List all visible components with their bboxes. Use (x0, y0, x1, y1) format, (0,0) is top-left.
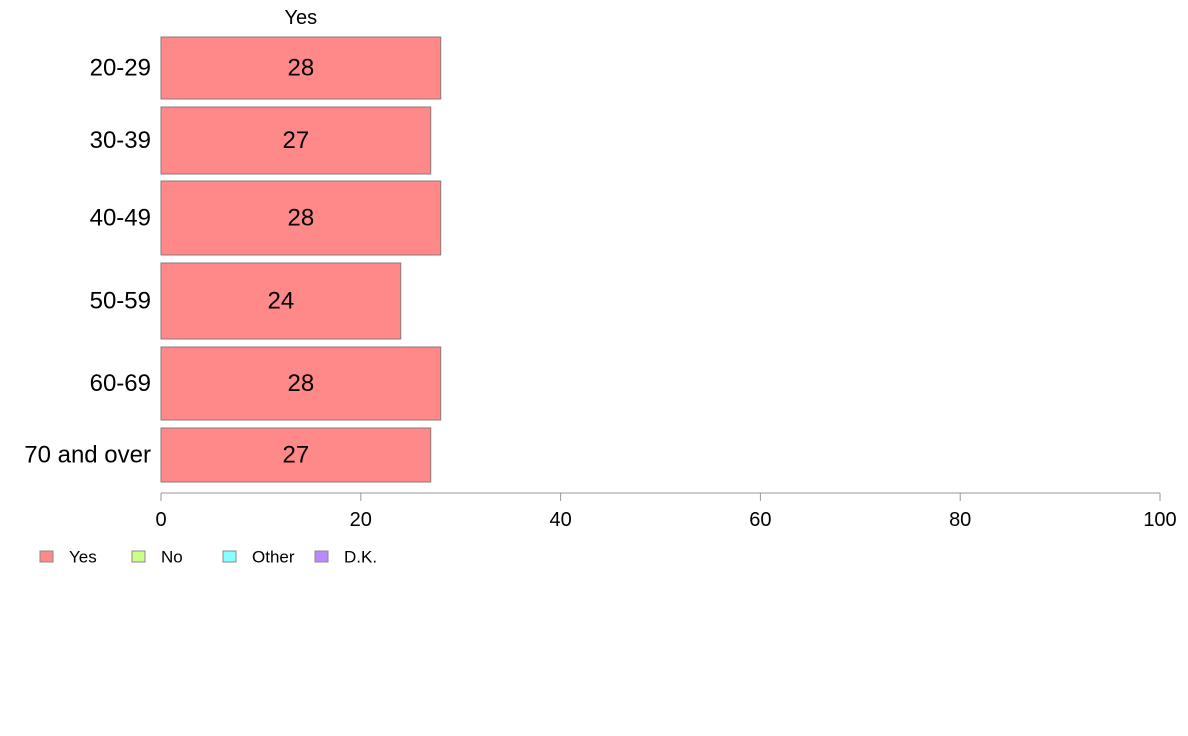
bar-value-label: 28 (288, 55, 315, 82)
bar-segment (160, 106, 432, 175)
legend-label: Yes (69, 548, 97, 567)
bar-value-label: 28 (288, 205, 315, 232)
bar-value-label: 27 (283, 127, 310, 154)
category-label: 70 and over (24, 442, 151, 469)
x-tick-label: 80 (949, 509, 971, 531)
bar-segment (160, 262, 402, 340)
x-tick-label: 20 (350, 509, 372, 531)
legend-item: No (131, 548, 183, 567)
legend-item: Yes (39, 548, 97, 567)
x-tick-label: 0 (155, 509, 166, 531)
legend-swatch (39, 550, 54, 563)
category-label: 50-59 (90, 288, 151, 315)
bar-value-label: 28 (288, 370, 315, 397)
legend-item: Other (222, 548, 295, 567)
legend-swatch (222, 550, 237, 563)
legend-label: No (161, 548, 183, 567)
legend-swatch (131, 550, 146, 563)
x-tick-label: 40 (549, 509, 571, 531)
series-header-label: Yes (285, 7, 318, 29)
x-tick-label: 100 (1143, 509, 1176, 531)
legend-swatch (314, 550, 329, 563)
legend-label: D.K. (344, 548, 377, 567)
bar-segment (160, 36, 442, 100)
category-label: 20-29 (90, 55, 151, 82)
legend-label: Other (252, 548, 295, 567)
legend-item: D.K. (314, 548, 377, 567)
bar-value-label: 24 (268, 288, 295, 315)
bar-segment (160, 427, 432, 483)
x-tick-label: 60 (749, 509, 771, 531)
bar-value-label: 27 (283, 442, 310, 469)
category-label: 40-49 (90, 205, 151, 232)
bar-segment (160, 180, 442, 256)
category-label: 60-69 (90, 370, 151, 397)
category-label: 30-39 (90, 127, 151, 154)
bar-segment (160, 346, 442, 421)
